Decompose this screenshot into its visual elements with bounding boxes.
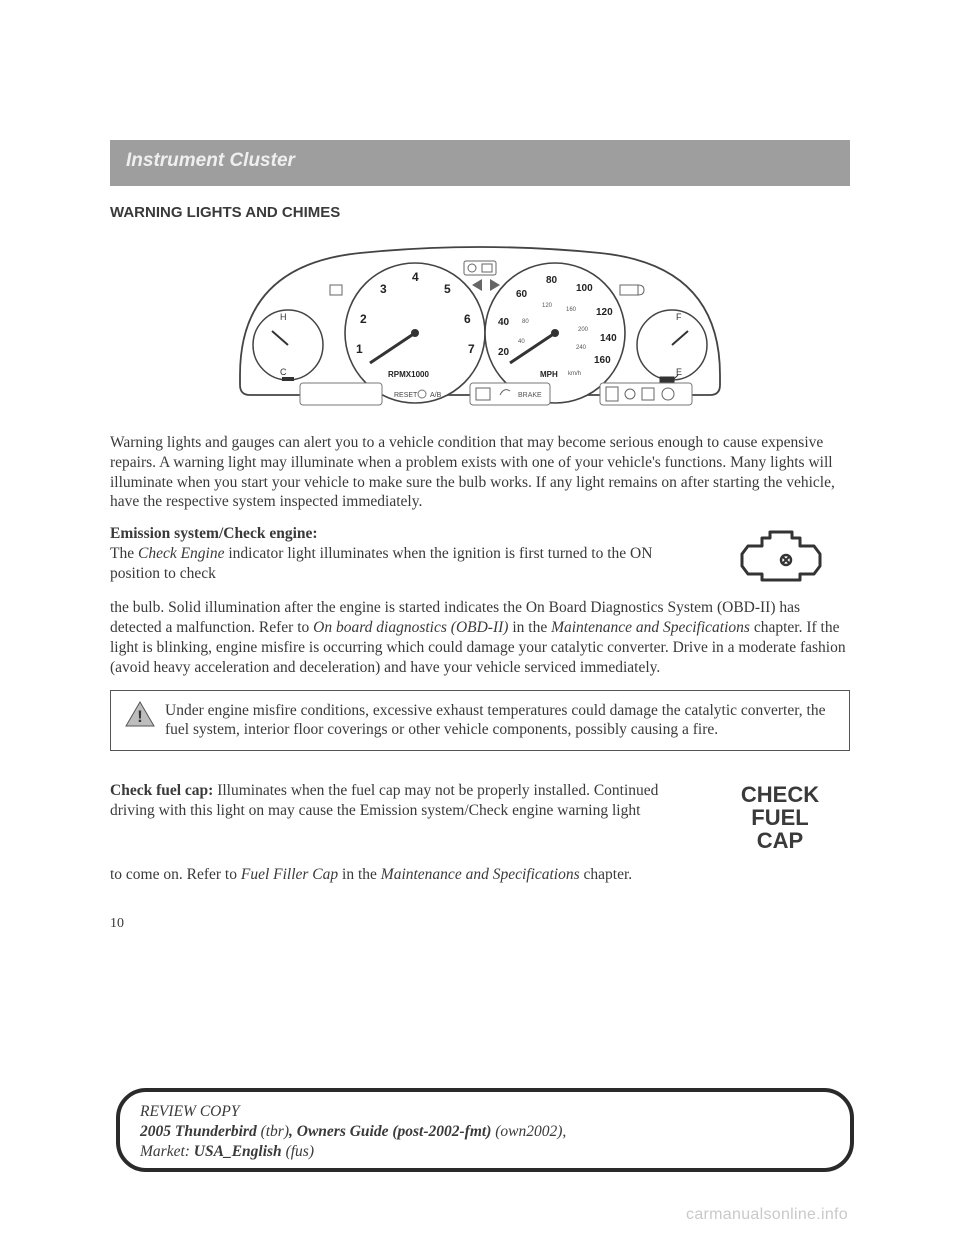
svg-text:3: 3 [380,282,387,296]
check-fuel-cap-icon: CHECK FUEL CAP [741,783,819,852]
fuel-cap-continuation: to come on. Refer to Fuel Filler Cap in … [110,865,850,885]
svg-text:5: 5 [444,282,451,296]
emission-block: Emission system/Check engine: The Check … [110,524,850,586]
warning-callout: ! Under engine misfire conditions, exces… [110,690,850,752]
review-line1: REVIEW COPY [140,1102,830,1122]
warning-text: Under engine misfire conditions, excessi… [165,702,825,739]
svg-text:160: 160 [566,307,577,313]
intro-paragraph: Warning lights and gauges can alert you … [110,433,850,512]
svg-text:!: ! [137,707,143,726]
svg-text:80: 80 [546,275,558,286]
svg-text:140: 140 [600,333,617,344]
svg-text:km/h: km/h [568,371,581,377]
fuel-cap-block: Check fuel cap: Illuminates when the fue… [110,781,850,852]
instrument-cluster-svg: H C 1 2 3 4 5 6 7 RPMX1000 20 40 60 80 1… [220,235,740,415]
svg-text:4: 4 [412,270,419,284]
svg-text:240: 240 [576,345,587,351]
svg-text:BRAKE: BRAKE [518,392,542,399]
svg-text:A/B: A/B [430,392,442,399]
svg-text:20: 20 [498,347,510,358]
svg-text:F: F [676,312,682,322]
svg-text:160: 160 [594,355,611,366]
instrument-cluster-figure: H C 1 2 3 4 5 6 7 RPMX1000 20 40 60 80 1… [110,235,850,415]
section-title: WARNING LIGHTS AND CHIMES [110,204,850,221]
emission-continuation: the bulb. Solid illumination after the e… [110,598,850,677]
svg-text:7: 7 [468,342,475,356]
svg-text:200: 200 [578,327,589,333]
svg-text:6: 6 [464,312,471,326]
svg-text:MPH: MPH [540,370,558,379]
chapter-title-text: Instrument Cluster [126,150,295,171]
emission-lead-b: Check Engine [138,545,225,562]
emission-lead-a: The [110,545,138,562]
svg-text:100: 100 [576,283,593,294]
warning-triangle-icon: ! [125,701,155,727]
svg-text:1: 1 [356,342,363,356]
watermark: carmanualsonline.info [686,1206,848,1224]
svg-text:RPMX1000: RPMX1000 [388,370,429,379]
svg-text:C: C [280,367,287,377]
svg-text:40: 40 [518,339,525,345]
page-number: 10 [110,916,850,932]
review-copy-box: REVIEW COPY 2005 Thunderbird (tbr), Owne… [116,1088,854,1172]
svg-text:120: 120 [542,303,553,309]
svg-text:RESET: RESET [394,392,418,399]
chapter-header: Instrument Cluster [110,140,850,186]
svg-text:2: 2 [360,312,367,326]
check-engine-icon [730,526,830,586]
fuel-cap-heading: Check fuel cap: [110,782,217,799]
svg-text:80: 80 [522,319,529,325]
svg-text:120: 120 [596,307,613,318]
emission-heading: Emission system/Check engine: [110,525,318,542]
svg-text:40: 40 [498,317,510,328]
svg-text:H: H [280,312,287,322]
svg-text:60: 60 [516,289,528,300]
